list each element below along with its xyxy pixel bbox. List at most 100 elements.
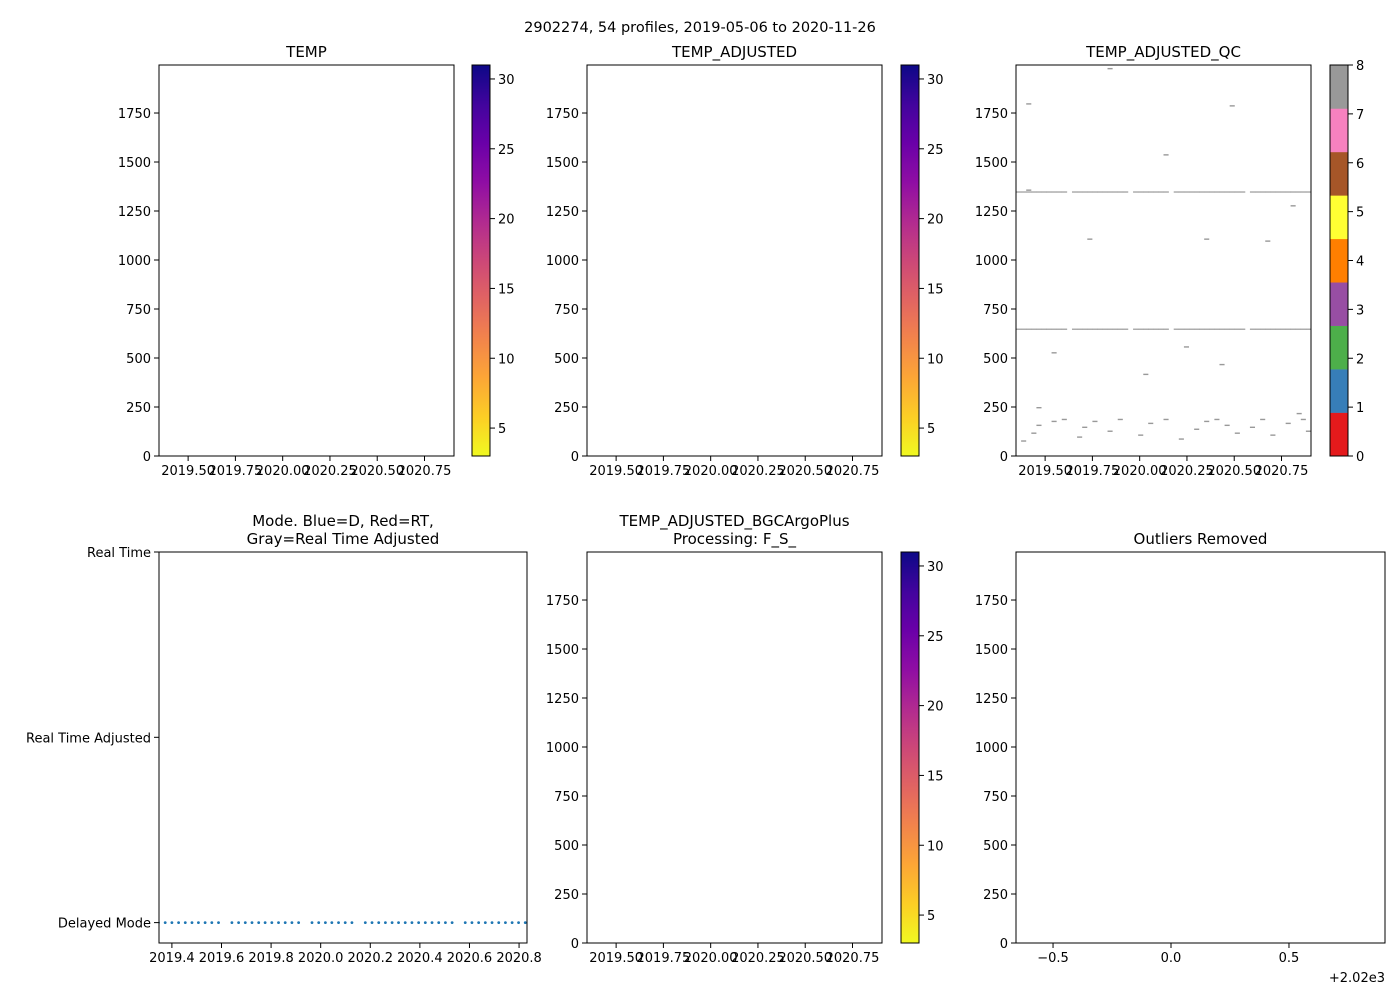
qc-flag-mark xyxy=(1239,328,1246,330)
qc-flag-mark xyxy=(1265,328,1271,330)
mode-point xyxy=(297,921,301,925)
y-tick-label: 750 xyxy=(983,790,1008,805)
qc-flag-mark xyxy=(1270,434,1276,436)
qc-flag-mark xyxy=(1061,328,1068,330)
y-tick-label: 1000 xyxy=(975,741,1008,756)
mode-point xyxy=(237,921,241,925)
qc-flag-mark xyxy=(1082,328,1088,330)
qc-flag-mark xyxy=(1117,191,1124,193)
qc-flag-mark xyxy=(1163,154,1169,156)
y-tick-label: 500 xyxy=(983,839,1008,854)
y-tick-label: 1000 xyxy=(118,254,151,269)
panel-temp: 2019.502019.752020.002020.252020.502020.… xyxy=(118,43,515,479)
colorbar-tick-label: 25 xyxy=(927,143,944,158)
x-tick-label: 2020.25 xyxy=(731,951,785,966)
qc-flag-mark xyxy=(1163,328,1169,330)
x-tick-label: 2019.75 xyxy=(209,464,263,479)
y-tick-label: 1750 xyxy=(118,107,151,122)
panel-bgc: 2019.502019.752020.002020.252020.502020.… xyxy=(546,512,944,966)
qc-flag-mark xyxy=(1102,191,1108,193)
qc-flag-mark xyxy=(1214,191,1220,193)
colorbar-tick-label: 15 xyxy=(498,282,515,297)
mode-point xyxy=(463,921,467,925)
mode-point xyxy=(317,921,321,925)
y-tick-label: 1000 xyxy=(546,741,579,756)
y-tick-label: 1000 xyxy=(975,254,1008,269)
qc-flag-mark xyxy=(1275,328,1281,330)
qc-flag-mark xyxy=(1046,191,1052,193)
y-tick-label: 500 xyxy=(983,352,1008,367)
mode-point xyxy=(517,921,520,925)
qc-flag-mark xyxy=(1265,240,1271,242)
panel-outliers: −0.5 0.0 0.5 0 250 500 750 1000 1250 1500 1750 +2.0… xyxy=(975,530,1386,986)
x-tick-label: 2020.2 xyxy=(348,951,394,966)
x-tick-label: 0.5 xyxy=(1279,951,1300,966)
mode-point xyxy=(363,921,367,925)
panels: 2019.502019.752020.002020.252020.502020.… xyxy=(26,43,1386,986)
x-tick-label: 2020.6 xyxy=(447,951,493,966)
plot-area xyxy=(159,921,527,925)
x-tick-label: 2020.25 xyxy=(1160,464,1214,479)
qc-flag-mark xyxy=(1173,191,1180,193)
qc-flag-mark xyxy=(1138,434,1144,436)
qc-flag-mark xyxy=(1016,328,1022,330)
colorbar-qc-swatch xyxy=(1330,151,1348,196)
x-tick-label: 2020.00 xyxy=(684,464,738,479)
y-tick-label: 750 xyxy=(126,303,151,318)
mode-point xyxy=(490,921,494,925)
qc-flag-mark xyxy=(1189,328,1195,330)
x-tick-label: 2020.00 xyxy=(256,464,310,479)
y-tick-label: 1250 xyxy=(975,692,1008,707)
qc-flag-mark xyxy=(1204,328,1210,330)
qc-flag-mark xyxy=(1194,191,1200,193)
x-tick-label: 2020.25 xyxy=(303,464,357,479)
y-tick-label: 1750 xyxy=(546,594,579,609)
y-tick-label: 750 xyxy=(554,303,579,318)
colorbar: 5 10 15 20 25 30 xyxy=(900,551,944,944)
colorbar-qc-swatch xyxy=(1330,325,1348,370)
colorbar-tick-label: 10 xyxy=(927,839,944,854)
mode-point xyxy=(203,921,207,925)
qc-flag-mark xyxy=(1300,328,1307,330)
qc-flag-mark xyxy=(1107,328,1113,330)
qc-flag-mark xyxy=(1173,328,1180,330)
qc-flag-mark xyxy=(1178,438,1184,440)
x-tick-label: −0.5 xyxy=(1037,951,1069,966)
mode-point xyxy=(437,921,441,925)
qc-flag-mark xyxy=(1260,418,1266,421)
mode-point xyxy=(483,921,487,925)
qc-flag-mark xyxy=(1036,328,1042,330)
qc-flag-mark xyxy=(1290,328,1296,330)
x-tick-label: 2019.75 xyxy=(637,464,691,479)
colorbar-tick-label: 3 xyxy=(1356,303,1364,318)
x-offset-text: +2.02e3 xyxy=(1329,971,1385,986)
colorbar-tick-label: 2 xyxy=(1356,352,1364,367)
qc-flag-mark xyxy=(1041,191,1047,193)
qc-flag-mark xyxy=(1021,440,1027,442)
qc-flag-mark xyxy=(1183,346,1190,348)
axes-title-line: Processing: F_S_ xyxy=(673,530,797,549)
x-tick-label: 2020.0 xyxy=(298,951,344,966)
x-tick-label: 2020.75 xyxy=(826,464,880,479)
y-tick-label: 0 xyxy=(1000,450,1008,465)
qc-flag-mark xyxy=(1036,191,1042,193)
mode-point xyxy=(250,921,254,925)
qc-flag-mark xyxy=(1107,191,1113,193)
x-tick-label: 0.0 xyxy=(1161,951,1182,966)
colorbar-tick-label: 30 xyxy=(927,560,944,575)
qc-flag-mark xyxy=(1031,432,1037,434)
qc-flag-mark xyxy=(1087,191,1093,193)
colorbar-tick-label: 4 xyxy=(1356,255,1364,270)
colorbar-tick-label: 15 xyxy=(927,282,944,297)
colorbar-qc-swatch xyxy=(1330,65,1348,109)
y-tick-label: 1000 xyxy=(546,254,579,269)
mode-point xyxy=(410,921,414,925)
y-tick-label: 1250 xyxy=(975,205,1008,220)
x-tick-label: 2020.8 xyxy=(496,951,542,966)
mode-point xyxy=(510,921,514,925)
qc-flag-mark xyxy=(1026,103,1032,105)
mode-point xyxy=(350,921,354,925)
mode-point xyxy=(210,921,214,925)
colorbar-tick-label: 5 xyxy=(1356,206,1364,221)
